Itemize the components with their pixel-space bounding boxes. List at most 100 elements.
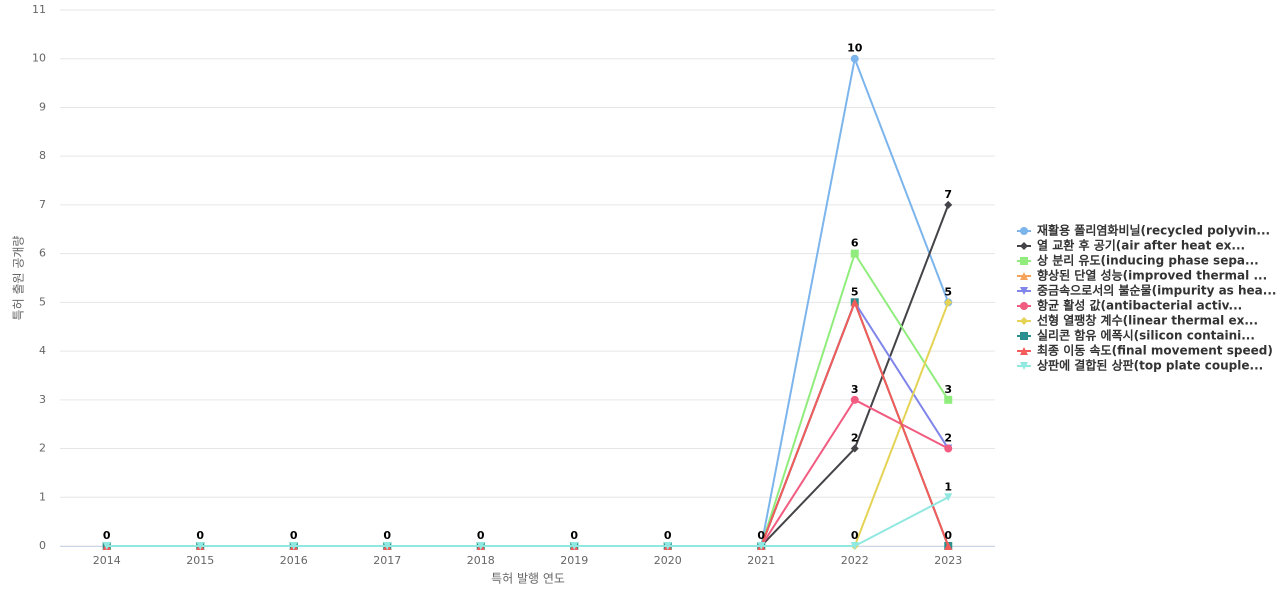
data-label: 0 xyxy=(570,529,578,542)
data-label: 2 xyxy=(944,432,952,445)
data-label: 7 xyxy=(944,188,952,201)
x-tick-label: 2021 xyxy=(747,554,775,567)
data-label: 5 xyxy=(944,285,952,298)
data-point xyxy=(850,542,859,550)
data-point xyxy=(944,493,953,502)
legend-item[interactable]: 항균 활성 값(antibacterial activ... xyxy=(1017,298,1242,313)
x-tick-label: 2014 xyxy=(93,554,121,567)
y-tick-label: 3 xyxy=(39,393,46,406)
data-label: 0 xyxy=(290,529,298,542)
data-point xyxy=(850,444,859,453)
legend-item[interactable]: 최종 이동 속도(final movement speed) xyxy=(1017,343,1273,358)
data-label: 2 xyxy=(851,432,859,445)
y-tick-label: 6 xyxy=(39,247,46,260)
series-line xyxy=(106,496,949,547)
legend-symbol xyxy=(1020,302,1028,310)
x-tick-label: 2019 xyxy=(560,554,588,567)
data-label: 0 xyxy=(477,529,485,542)
data-label: 5 xyxy=(851,285,859,298)
y-tick-label: 11 xyxy=(32,3,46,16)
legend-label: 선형 열팽창 계수(linear thermal ex... xyxy=(1037,313,1258,328)
legend-item[interactable]: 재활용 폴리염화비닐(recycled polyvin... xyxy=(1017,223,1270,238)
data-point xyxy=(944,298,953,307)
legend-label: 최종 이동 속도(final movement speed) xyxy=(1037,343,1273,358)
legend-symbol xyxy=(1020,362,1028,370)
y-tick-label: 1 xyxy=(39,490,46,503)
y-tick-label: 0 xyxy=(39,539,46,552)
data-label: 3 xyxy=(944,383,952,396)
x-tick-label: 2018 xyxy=(467,554,495,567)
legend-label: 상판에 결합된 상판(top plate couple... xyxy=(1037,358,1263,373)
data-label: 10 xyxy=(847,42,863,55)
x-tick-label: 2015 xyxy=(186,554,214,567)
y-tick-label: 4 xyxy=(39,344,46,357)
data-point xyxy=(289,542,298,550)
data-point xyxy=(757,542,766,550)
data-label: 0 xyxy=(383,529,391,542)
legend-item[interactable]: 실리콘 함유 에폭시(silicon containi... xyxy=(1017,328,1255,343)
data-point xyxy=(850,54,859,63)
legend-label: 향상된 단열 성능(improved thermal ... xyxy=(1037,268,1267,283)
legend-label: 재활용 폴리염화비닐(recycled polyvin... xyxy=(1037,223,1270,238)
x-tick-label: 2020 xyxy=(654,554,682,567)
data-point xyxy=(102,542,111,550)
data-point xyxy=(383,542,392,550)
legend-item[interactable]: 선형 열팽창 계수(linear thermal ex... xyxy=(1017,313,1258,328)
data-point xyxy=(850,395,859,404)
data-label: 0 xyxy=(103,529,111,542)
y-tick-label: 7 xyxy=(39,198,46,211)
series-line xyxy=(106,302,950,547)
legend-item[interactable]: 상 분리 유도(inducing phase sepa... xyxy=(1017,253,1259,268)
x-tick-label: 2017 xyxy=(373,554,401,567)
data-label: 0 xyxy=(757,529,765,542)
legend-symbol xyxy=(1020,332,1028,340)
y-tick-label: 8 xyxy=(39,149,46,162)
y-tick-label: 9 xyxy=(39,100,46,113)
data-label: 0 xyxy=(196,529,204,542)
data-label: 3 xyxy=(851,383,859,396)
series-line xyxy=(106,398,949,547)
data-point xyxy=(850,298,859,307)
legend-symbol xyxy=(1020,287,1028,295)
series-line xyxy=(106,299,950,547)
y-tick-label: 5 xyxy=(39,295,46,308)
x-tick-label: 2016 xyxy=(280,554,308,567)
y-tick-label: 2 xyxy=(39,442,46,455)
legend-symbol xyxy=(1020,272,1028,280)
legend-symbol xyxy=(1020,242,1028,250)
legend-item[interactable]: 상판에 결합된 상판(top plate couple... xyxy=(1017,358,1263,373)
legend-label: 상 분리 유도(inducing phase sepa... xyxy=(1037,253,1259,268)
x-axis-title: 특허 발행 연도 xyxy=(491,571,565,586)
x-tick-label: 2023 xyxy=(934,554,962,567)
y-axis-title: 특허 출원 공개량 xyxy=(12,236,26,321)
legend-item[interactable]: 중금속으로서의 불순물(impurity as hea... xyxy=(1017,283,1276,298)
data-point xyxy=(944,542,953,550)
legend-symbol xyxy=(1020,317,1028,325)
data-point xyxy=(476,542,485,550)
data-point xyxy=(570,542,579,550)
data-point xyxy=(944,395,953,404)
data-label: 1 xyxy=(944,480,952,493)
series-line xyxy=(106,299,950,547)
data-point xyxy=(944,444,953,453)
legend-item[interactable]: 향상된 단열 성능(improved thermal ... xyxy=(1017,268,1267,283)
legend-item[interactable]: 열 교환 후 공기(air after heat ex... xyxy=(1017,238,1245,253)
data-label: 0 xyxy=(944,529,952,542)
series-line xyxy=(106,300,950,547)
data-point xyxy=(944,200,953,209)
data-label: 0 xyxy=(664,529,672,542)
data-label: 6 xyxy=(851,237,859,250)
legend-symbol xyxy=(1020,257,1028,265)
data-point xyxy=(850,249,859,258)
legend-symbol xyxy=(1020,227,1028,235)
legend-label: 중금속으로서의 불순물(impurity as hea... xyxy=(1037,283,1276,298)
series-line xyxy=(106,299,950,547)
legend-symbol xyxy=(1020,347,1028,355)
data-point xyxy=(663,542,672,550)
legend-label: 열 교환 후 공기(air after heat ex... xyxy=(1037,238,1245,253)
data-label: 0 xyxy=(851,529,859,542)
y-tick-label: 10 xyxy=(32,52,46,65)
series-line xyxy=(106,204,950,547)
legend-label: 항균 활성 값(antibacterial activ... xyxy=(1037,298,1242,313)
